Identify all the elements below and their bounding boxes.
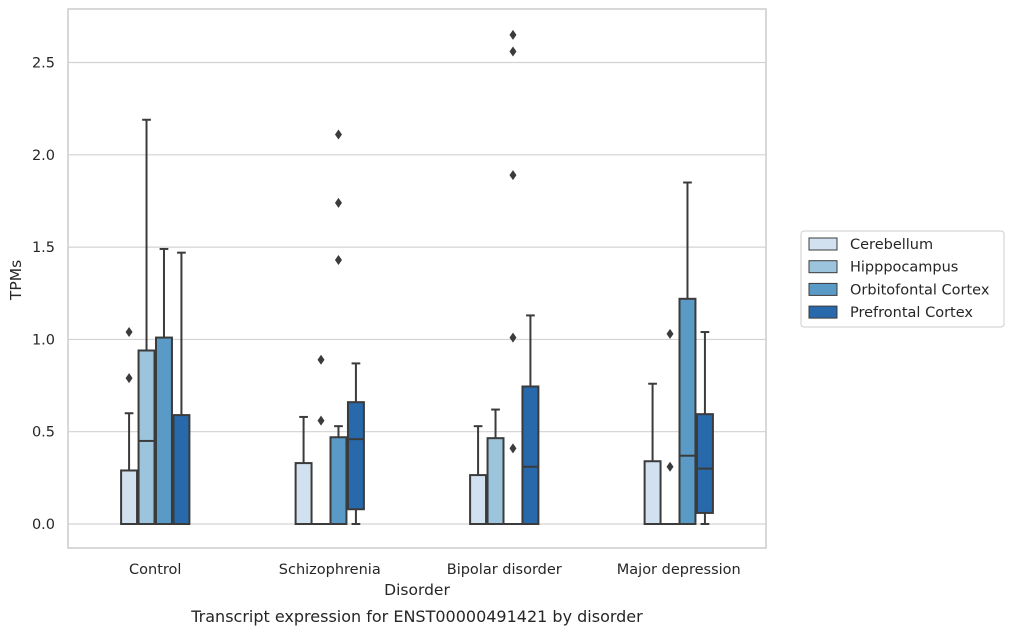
legend-label: Prefrontal Cortex (850, 305, 973, 321)
legend-swatch (808, 282, 838, 296)
box-2-2 (504, 29, 522, 526)
box-body (469, 474, 488, 526)
box-body (155, 336, 173, 526)
outlier-point (334, 197, 342, 208)
y-axis-label: TPMs (7, 260, 25, 301)
box-body (486, 437, 505, 526)
legend: Cerebellum Hipppocampus Orbitofontal Corte… (800, 230, 1005, 328)
box-body (521, 385, 540, 526)
box-body (294, 462, 313, 526)
legend-label: Hipppocampus (850, 260, 958, 276)
outlier-point (334, 129, 342, 140)
box-1-2 (486, 408, 505, 526)
box-body (172, 414, 191, 526)
outlier-point (509, 332, 517, 343)
y-tick-label: 0.5 (32, 425, 55, 441)
box-3-0 (172, 251, 191, 526)
box-0-1 (294, 415, 313, 526)
y-tick-label: 2.0 (32, 148, 55, 164)
box-1-0 (137, 118, 156, 526)
box-0-3 (643, 382, 662, 526)
outlier-point (125, 327, 133, 338)
box-3-2 (521, 314, 540, 526)
box-body (346, 401, 365, 511)
outlier-point (509, 46, 517, 57)
box-0-2 (469, 425, 488, 526)
x-axis-label: Disorder (384, 581, 450, 599)
outlier-point (666, 328, 674, 339)
box-1-3 (661, 328, 679, 526)
box-2-0 (155, 247, 173, 526)
x-tick-label: Control (129, 562, 181, 578)
box-2-1 (329, 129, 348, 526)
box-2-3 (678, 181, 697, 526)
outlier-point (317, 415, 325, 426)
x-axis-ticks: Control Schizophrenia Bipolar disorder Majo… (129, 562, 741, 578)
outlier-point (666, 461, 674, 472)
y-tick-label: 2.5 (32, 56, 55, 72)
y-tick-label: 1.5 (32, 240, 55, 256)
box-3-1 (346, 362, 365, 526)
box-body (643, 460, 662, 526)
outlier-point (509, 29, 517, 40)
plot-frame (67, 8, 767, 549)
legend-swatch (808, 260, 838, 274)
x-tick-label: Schizophrenia (279, 562, 381, 578)
y-tick-label: 0.0 (32, 517, 55, 533)
box-1-1 (312, 354, 330, 526)
chart-caption: Transcript expression for ENST0000049142… (190, 607, 643, 626)
legend-label: Orbitofontal Cortex (850, 282, 990, 298)
outlier-point (125, 373, 133, 384)
box-body (329, 436, 348, 526)
legend-swatch (808, 237, 838, 251)
box-3-3 (695, 331, 714, 526)
legend-swatch (808, 305, 838, 319)
x-tick-label: Bipolar disorder (447, 562, 562, 578)
outlier-point (317, 354, 325, 365)
outlier-point (509, 443, 517, 454)
plot-border (67, 8, 767, 549)
box-0-0 (120, 327, 139, 526)
x-tick-label: Major depression (617, 562, 741, 578)
y-tick-label: 1.0 (32, 332, 55, 348)
legend-label: Cerebellum (850, 237, 933, 253)
box-body (678, 297, 697, 526)
box-body (120, 469, 139, 526)
y-axis-ticks: 0.0 0.5 1.0 1.5 2.0 2.5 (32, 56, 55, 533)
box-body (137, 349, 156, 526)
box-body (695, 413, 714, 514)
outlier-point (509, 170, 517, 181)
boxes (120, 29, 714, 526)
legend-frame (800, 230, 1005, 328)
outlier-point (334, 255, 342, 266)
